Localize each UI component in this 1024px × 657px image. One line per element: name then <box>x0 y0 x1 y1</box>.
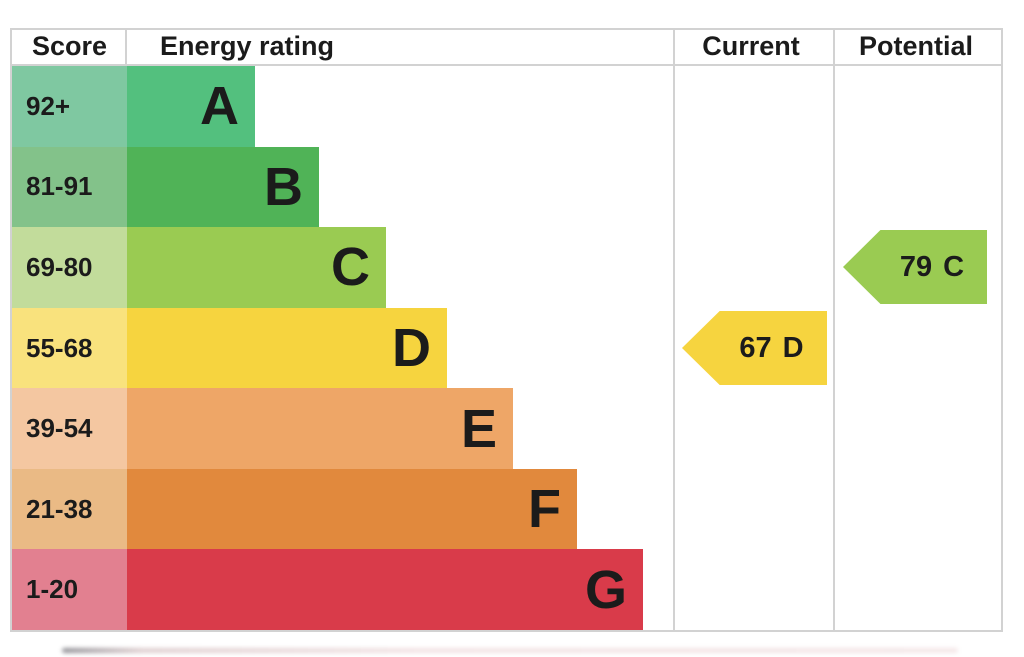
current-column-divider <box>673 30 675 630</box>
header-divider-line <box>12 64 1001 66</box>
current-rating-value: 67 <box>739 331 772 364</box>
band-row-f: 21-38 F <box>12 468 1001 550</box>
band-row-e: 39-54 E <box>12 388 1001 469</box>
band-row-c: 69-80 C <box>12 227 1001 308</box>
potential-column-header: Potential <box>858 31 973 61</box>
epc-rating-table: Score Energy rating Current Potential 92… <box>10 28 1003 632</box>
current-column-header: Current <box>702 31 800 61</box>
cropped-bottom-artifact <box>62 648 958 653</box>
current-rating-letter: D <box>782 331 804 364</box>
score-range-label: 81-91 <box>12 146 127 228</box>
band-row-d: 55-68 D <box>12 307 1001 389</box>
score-column-header: Score <box>31 31 108 61</box>
score-range-label: 21-38 <box>12 468 127 550</box>
score-range-label: 92+ <box>12 66 127 147</box>
score-range-label: 69-80 <box>12 227 127 308</box>
energy-rating-column-header: Energy rating <box>160 31 335 61</box>
potential-column-divider <box>833 30 835 630</box>
band-row-a: 92+ A <box>12 66 1001 147</box>
score-range-label: 55-68 <box>12 307 127 389</box>
table-header-row: Score Energy rating Current Potential <box>12 30 1001 64</box>
rating-bar-e: E <box>127 388 513 469</box>
rating-bar-g: G <box>127 549 643 631</box>
rating-bands: 92+ A 81-91 B 69-80 C 55-68 D 39-54 E 21… <box>12 66 1001 631</box>
score-range-label: 39-54 <box>12 388 127 469</box>
score-column-divider <box>125 30 127 64</box>
band-row-b: 81-91 B <box>12 146 1001 228</box>
rating-bar-f: F <box>127 468 577 550</box>
rating-bar-a: A <box>127 66 255 147</box>
rating-bar-c: C <box>127 227 386 308</box>
rating-bar-b: B <box>127 146 319 228</box>
potential-rating-value: 79 <box>899 250 933 283</box>
potential-rating-letter: C <box>943 250 965 283</box>
score-range-label: 1-20 <box>12 549 127 631</box>
rating-bar-d: D <box>127 307 447 389</box>
band-row-g: 1-20 G <box>12 549 1001 631</box>
